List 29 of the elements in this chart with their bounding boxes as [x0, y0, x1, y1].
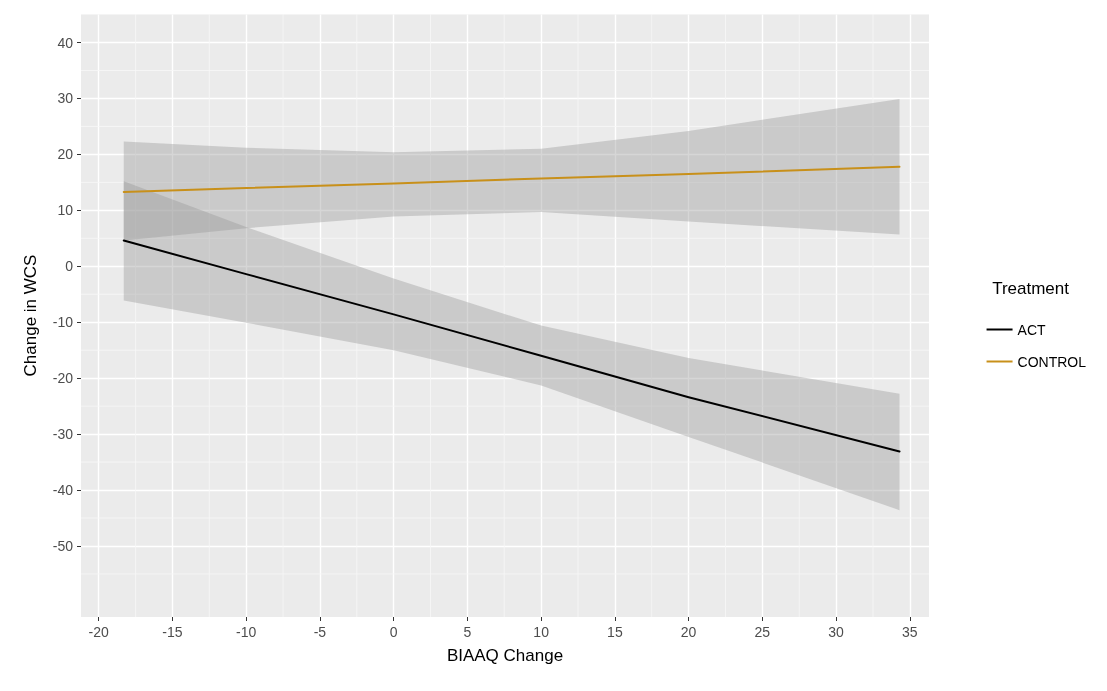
x-tick-label: 25: [754, 624, 771, 640]
x-tick-label: -15: [162, 624, 183, 640]
x-tick-label: 10: [533, 624, 550, 640]
y-tick-label: -10: [52, 314, 74, 331]
y-tick-label: -50: [52, 537, 74, 554]
y-tick-label: -30: [52, 426, 74, 443]
x-tick-label: 0: [389, 624, 398, 640]
y-axis-title: Change in WCS: [21, 254, 40, 377]
x-tick-label: -5: [313, 624, 327, 640]
x-tick-label: 30: [828, 624, 845, 640]
legend-label: ACT: [1017, 321, 1046, 338]
y-tick-label: 30: [57, 90, 74, 107]
y-tick-label: -40: [52, 482, 74, 499]
y-tick-label: 40: [57, 34, 74, 51]
x-tick-label: 35: [902, 624, 918, 640]
x-axis-title: BIAAQ Change: [446, 646, 564, 665]
y-tick-label: 10: [57, 202, 74, 219]
x-tick-label: 20: [680, 624, 697, 640]
x-tick-label: 15: [607, 624, 623, 640]
y-tick-label: 0: [65, 258, 74, 275]
line-series: [122, 165, 901, 193]
legend-title: Treatment: [992, 279, 1070, 298]
x-tick-label: -20: [88, 624, 110, 640]
x-tick-label: -10: [236, 624, 257, 640]
legend-label: CONTROL: [1017, 353, 1087, 370]
y-tick-label: -20: [52, 370, 74, 387]
y-tick-label: 20: [57, 146, 74, 163]
x-tick-label: 5: [463, 624, 472, 640]
line-series: [122, 239, 901, 453]
